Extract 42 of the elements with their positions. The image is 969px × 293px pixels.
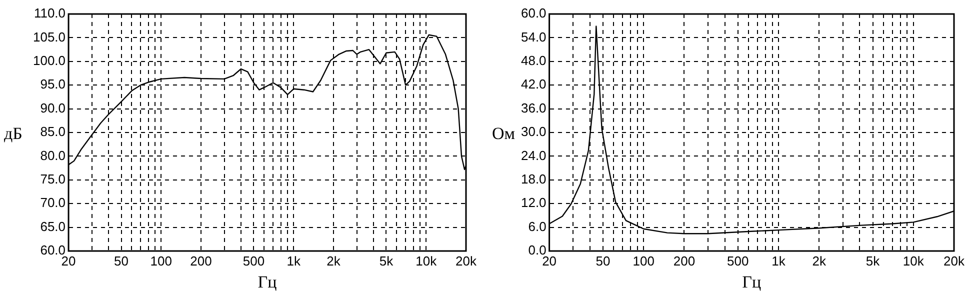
- x-tick-label: 2k: [326, 253, 341, 268]
- x-tick-label: 100: [632, 253, 654, 268]
- x-tick-label: 20k: [944, 253, 965, 268]
- x-tick-label: 200: [190, 253, 212, 268]
- x-tick-label: 10k: [416, 253, 438, 268]
- y-tick-label: 60.0: [520, 6, 546, 21]
- x-tick-label: 5k: [866, 253, 880, 268]
- x-tick-label: 500: [727, 253, 749, 268]
- y-axis-title: Ом: [492, 124, 516, 143]
- x-tick-label: 20k: [456, 253, 477, 268]
- y-tick-label: 36.0: [520, 100, 546, 116]
- y-tick-label: 70.0: [40, 195, 66, 210]
- y-tick-label: 95.0: [40, 76, 66, 92]
- x-tick-label: 200: [673, 253, 696, 268]
- y-tick-label: 75.0: [40, 171, 66, 186]
- y-tick-label: 48.0: [520, 52, 546, 68]
- y-tick-label: 12.0: [520, 195, 546, 210]
- y-tick-label: 65.0: [40, 218, 66, 234]
- y-tick-label: 18.0: [520, 171, 546, 186]
- x-tick-label: 1k: [772, 253, 786, 268]
- y-tick-label: 110.0: [34, 6, 66, 21]
- y-tick-label: 85.0: [40, 124, 66, 140]
- x-tick-label: 1k: [286, 253, 301, 268]
- x-axis-title: Гц: [742, 272, 762, 292]
- x-tick-label: 50: [114, 253, 128, 268]
- y-tick-label: 100.0: [32, 52, 66, 68]
- x-tick-label: 10k: [902, 253, 924, 268]
- x-tick-label: 500: [242, 253, 265, 268]
- y-tick-label: 90.0: [40, 100, 66, 116]
- x-axis-title: Гц: [258, 272, 277, 292]
- x-tick-label: 2k: [812, 253, 826, 268]
- x-tick-label: 50: [596, 253, 610, 268]
- y-tick-label: 6.0: [528, 218, 546, 234]
- y-axis-title: дБ: [4, 124, 22, 143]
- y-tick-label: 105.0: [32, 29, 66, 44]
- y-tick-label: 54.0: [520, 29, 546, 44]
- x-tick-label: 100: [150, 253, 172, 268]
- y-tick-label: 42.0: [520, 76, 546, 92]
- y-tick-label: 24.0: [520, 148, 546, 163]
- x-tick-label: 5k: [379, 253, 394, 268]
- y-tick-label: 30.0: [520, 124, 546, 140]
- y-tick-label: 80.0: [40, 148, 66, 163]
